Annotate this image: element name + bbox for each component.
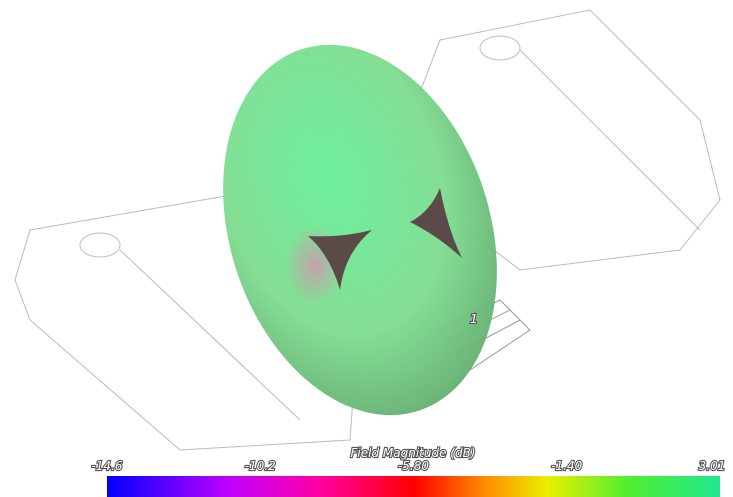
marker-label: 1 [470,312,478,326]
radiation-pattern [178,9,543,451]
viewport: 1 Field Magnitude (dB) -14.6 -10.2 -5.80 -1… [0,0,733,497]
colorbar-tick-label: -14.6 [91,459,122,473]
colorbar-tick-label: 3.01 [699,459,726,473]
colorbar-tick-label: -1.40 [551,459,582,473]
scene: 1 Field Magnitude (dB) -14.6 -10.2 -5.80 -1… [0,0,733,497]
colorbar-tick-label: -5.80 [398,459,429,473]
colorbar-tick-label: -10.2 [245,459,276,473]
colorbar-title: Field Magnitude (dB) [351,446,476,460]
colorbar [107,476,720,497]
